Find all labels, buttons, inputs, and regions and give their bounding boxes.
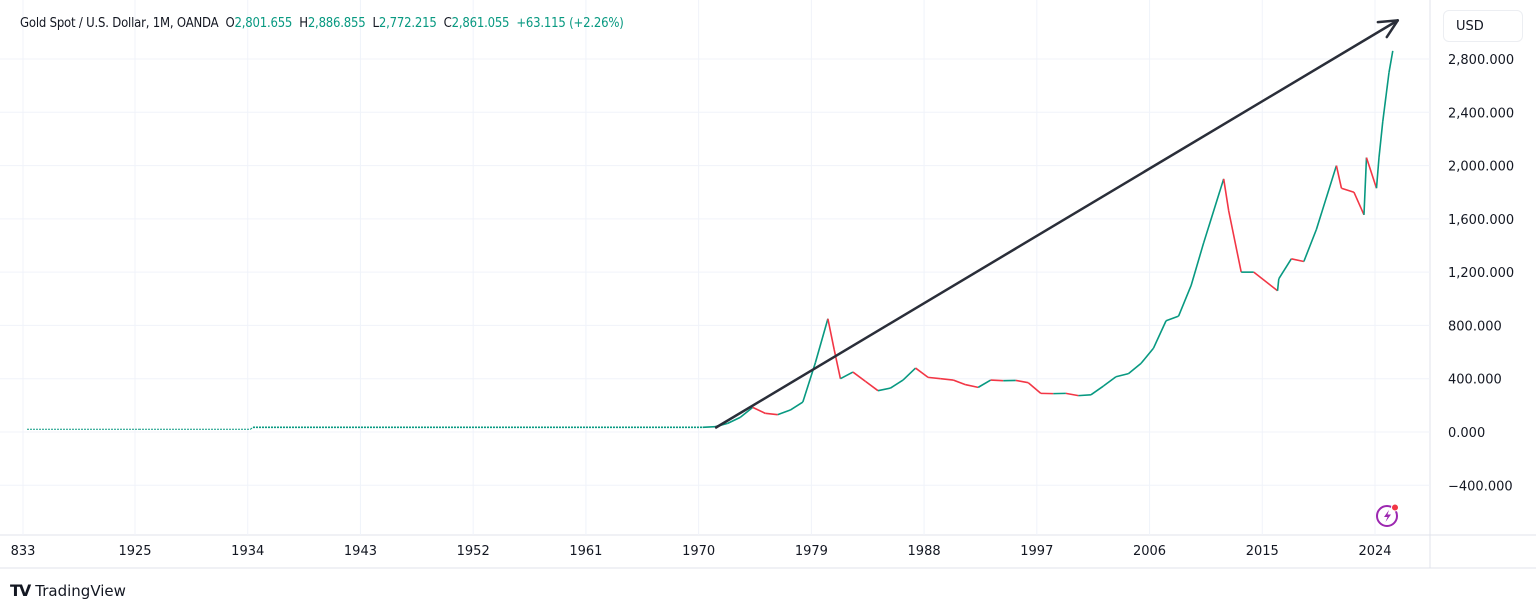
price-segment	[1291, 258, 1305, 263]
price-segment	[1375, 157, 1380, 189]
price-segment	[1341, 187, 1355, 193]
trend-arrow-head	[1385, 19, 1400, 39]
y-tick-label: 800.000	[1448, 319, 1502, 334]
footer: TV TradingView	[10, 581, 126, 600]
x-tick-label: 833	[11, 544, 36, 559]
y-tick-label: 2,800.000	[1448, 53, 1514, 68]
price-segment	[1027, 382, 1042, 394]
low-value: 2,772.215	[378, 16, 437, 31]
price-segment	[1335, 165, 1343, 189]
price-segment	[1140, 347, 1155, 364]
price-segment	[1303, 229, 1318, 262]
price-segment	[1365, 157, 1378, 189]
price-segment	[928, 376, 941, 380]
price-segment	[877, 387, 891, 392]
price-segment	[827, 318, 835, 350]
currency-button[interactable]: USD	[1443, 10, 1523, 42]
price-segment	[1102, 376, 1117, 387]
low-label: L	[372, 16, 380, 31]
price-segment	[1078, 394, 1091, 397]
x-tick-label: 2024	[1358, 544, 1391, 559]
y-tick-label: −400.000	[1448, 479, 1513, 494]
x-tick-label: 2006	[1133, 544, 1166, 559]
x-tick-label: 1979	[795, 544, 828, 559]
x-tick-label: 1997	[1020, 544, 1053, 559]
price-segment	[940, 377, 954, 381]
price-segment	[1115, 372, 1129, 378]
y-tick-label: 2,000.000	[1448, 160, 1514, 175]
price-segment	[1090, 385, 1104, 396]
trend-arrow-head	[1376, 19, 1400, 24]
price-segment	[1363, 157, 1368, 215]
price-segment	[1276, 278, 1280, 291]
price-segment	[1165, 315, 1179, 322]
high-value: 2,886.855	[307, 16, 366, 31]
price-segment	[1190, 242, 1205, 286]
x-tick-label: 1934	[231, 544, 264, 559]
price-segment	[1278, 258, 1293, 280]
x-tick-label: 1943	[344, 544, 377, 559]
price-segment	[250, 426, 254, 430]
price-segment	[965, 383, 979, 389]
price-segment	[952, 379, 966, 386]
price-segment	[852, 371, 866, 383]
price-segment	[1202, 178, 1225, 244]
price-segment	[1222, 178, 1230, 211]
price-segment	[777, 409, 791, 416]
price-segment	[840, 371, 854, 380]
price-segment	[1127, 362, 1142, 375]
x-tick-label: 2015	[1246, 544, 1279, 559]
price-segment	[1152, 320, 1167, 349]
y-tick-label: 0.000	[1448, 426, 1485, 441]
price-segment	[1388, 50, 1394, 73]
change-value: +63.115 (+2.26%)	[516, 16, 624, 31]
x-tick-label: 1952	[457, 544, 490, 559]
x-tick-label: 1988	[908, 544, 941, 559]
price-segment	[977, 379, 992, 389]
price-segment	[1065, 392, 1079, 397]
close-label: C	[443, 16, 452, 31]
price-segment	[814, 318, 829, 363]
price-segment	[702, 425, 716, 429]
price-segment	[1177, 285, 1192, 317]
price-segment	[1227, 210, 1243, 273]
price-segment	[902, 367, 917, 381]
price-segment	[739, 406, 754, 418]
price-segment	[1378, 121, 1384, 158]
y-tick-label: 1,200.000	[1448, 266, 1514, 281]
high-label: H	[299, 16, 308, 31]
tradingview-logo-icon[interactable]: TV	[10, 581, 31, 600]
price-segment	[864, 380, 879, 392]
price-segment	[1381, 72, 1390, 122]
price-segment	[990, 379, 1004, 382]
symbol-title[interactable]: Gold Spot / U.S. Dollar, 1M, OANDA	[20, 16, 219, 31]
trend-arrow-line	[714, 19, 1399, 430]
price-segment	[1315, 165, 1338, 230]
price-segment	[1353, 191, 1365, 216]
price-segment	[1015, 379, 1029, 384]
price-segment	[915, 367, 929, 379]
price-segment	[833, 349, 842, 379]
y-tick-label: 1,600.000	[1448, 213, 1514, 228]
price-segment	[752, 406, 766, 415]
brand-name[interactable]: TradingView	[35, 581, 126, 600]
price-segment	[789, 401, 804, 411]
price-segment	[727, 416, 741, 425]
y-tick-label: 2,400.000	[1448, 106, 1514, 121]
lightning-icon[interactable]	[1375, 502, 1401, 528]
price-segment	[1253, 271, 1279, 292]
open-value: 2,801.655	[234, 16, 293, 31]
price-segment	[765, 412, 778, 416]
x-tick-label: 1961	[569, 544, 602, 559]
open-label: O	[225, 16, 235, 31]
close-value: 2,861.055	[451, 16, 510, 31]
symbol-legend: Gold Spot / U.S. Dollar, 1M, OANDA O2,80…	[20, 16, 624, 31]
price-segment	[890, 379, 904, 389]
x-tick-label: 1925	[118, 544, 151, 559]
y-tick-label: 400.000	[1448, 373, 1502, 388]
x-tick-label: 1970	[682, 544, 715, 559]
